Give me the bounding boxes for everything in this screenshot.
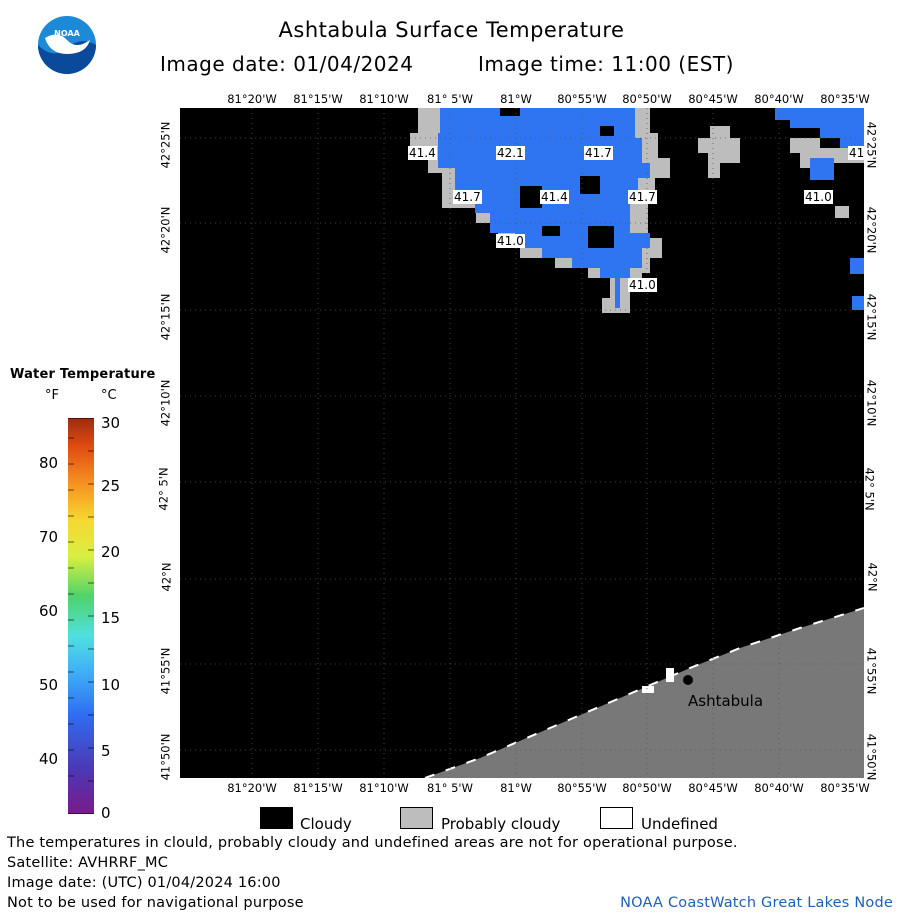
svg-text:NOAA: NOAA bbox=[54, 29, 80, 38]
lat-label-right: 42°20'N bbox=[864, 206, 879, 254]
lon-label-top: 80°40'W bbox=[754, 92, 804, 106]
lat-label-right: 41°50'N bbox=[864, 733, 879, 781]
key-label-probably-cloudy: Probably cloudy bbox=[441, 815, 561, 833]
lon-label-top: 80°50'W bbox=[622, 92, 672, 106]
key-label-undefined: Undefined bbox=[641, 815, 718, 833]
lon-label-top: 81°15'W bbox=[293, 92, 343, 106]
legend-c-tick: 30 bbox=[101, 414, 121, 432]
lon-label-top: 81° 5'W bbox=[427, 92, 473, 106]
lon-label-top: 81°W bbox=[500, 92, 532, 106]
temperature-value: 41.4 bbox=[408, 146, 437, 160]
lat-label-left: 41°55'N bbox=[158, 647, 173, 695]
temperature-value: 41.7 bbox=[628, 190, 657, 204]
legend-title: Water Temperature bbox=[10, 367, 156, 382]
image-date: Image date: 01/04/2024 bbox=[160, 52, 414, 76]
lon-label-bottom: 81°10'W bbox=[359, 781, 409, 795]
lat-label-left: 42° 5'N bbox=[156, 467, 171, 511]
temperature-value: 41.7 bbox=[584, 146, 613, 160]
lat-label-left: 42°N bbox=[159, 562, 174, 592]
image-time: Image time: 11:00 (EST) bbox=[478, 52, 734, 76]
lon-label-top: 80°45'W bbox=[688, 92, 738, 106]
lon-label-bottom: 80°50'W bbox=[622, 781, 672, 795]
key-swatch-probably-cloudy bbox=[400, 807, 433, 829]
footer-navigation-note: Not to be used for navigational purpose bbox=[7, 895, 304, 911]
lat-label-left: 41°50'N bbox=[158, 733, 173, 781]
lon-label-bottom: 80°40'W bbox=[754, 781, 804, 795]
lon-label-bottom: 80°45'W bbox=[688, 781, 738, 795]
legend-f-tick: 70 bbox=[39, 528, 59, 546]
legend-c-tick: 0 bbox=[101, 804, 111, 822]
key-swatch-cloudy bbox=[260, 807, 293, 829]
lat-label-left: 42°15'N bbox=[158, 293, 173, 341]
noaa-logo: NOAA bbox=[36, 14, 98, 76]
legend-c-tick: 25 bbox=[101, 477, 121, 495]
color-scale-bar bbox=[68, 417, 94, 815]
lat-label-right: 42°10'N bbox=[864, 379, 879, 427]
lat-label-right: 42°N bbox=[865, 562, 880, 592]
page-title: Ashtabula Surface Temperature bbox=[278, 18, 625, 42]
lat-label-left: 42°25'N bbox=[158, 121, 173, 169]
key-swatch-undefined bbox=[600, 807, 633, 829]
lat-label-left: 42°20'N bbox=[158, 206, 173, 254]
footer-credit: NOAA CoastWatch Great Lakes Node bbox=[620, 895, 893, 911]
footer-satellite: Satellite: AVHRRF_MC bbox=[7, 855, 169, 871]
temperature-value: 41.0 bbox=[804, 190, 833, 204]
lon-label-bottom: 80°55'W bbox=[557, 781, 607, 795]
legend-unit-c: °C bbox=[101, 388, 117, 403]
temperature-value: 41.0 bbox=[628, 278, 657, 292]
lon-label-bottom: 81°15'W bbox=[293, 781, 343, 795]
lon-label-top: 81°20'W bbox=[227, 92, 277, 106]
legend-f-tick: 60 bbox=[39, 602, 59, 620]
lat-label-right: 42°25'N bbox=[864, 121, 879, 169]
lon-label-top: 80°35'W bbox=[820, 92, 870, 106]
legend-c-tick: 10 bbox=[101, 676, 121, 694]
temperature-value: 41.4 bbox=[540, 190, 569, 204]
legend-c-tick: 5 bbox=[101, 742, 111, 760]
legend-unit-f: °F bbox=[45, 388, 59, 403]
legend-f-tick: 40 bbox=[39, 750, 59, 768]
lat-label-right: 42° 5'N bbox=[862, 467, 877, 511]
temperature-value: 42.1 bbox=[496, 146, 525, 160]
place-label-ashtabula: Ashtabula bbox=[688, 692, 764, 710]
lon-label-bottom: 81°20'W bbox=[227, 781, 277, 795]
key-label-cloudy: Cloudy bbox=[300, 815, 352, 833]
temperature-value: 41.0 bbox=[496, 234, 525, 248]
footer-disclaimer: The temperatures in clould, probably clo… bbox=[7, 835, 738, 851]
lon-label-bottom: 81°W bbox=[500, 781, 532, 795]
lon-label-top: 80°55'W bbox=[557, 92, 607, 106]
footer-image-date: Image date: (UTC) 01/04/2024 16:00 bbox=[7, 875, 281, 891]
legend-c-tick: 20 bbox=[101, 543, 121, 561]
legend-f-tick: 80 bbox=[39, 454, 59, 472]
lon-label-bottom: 80°35'W bbox=[820, 781, 870, 795]
temperature-value: 41 bbox=[848, 146, 866, 160]
lat-label-left: 42°10'N bbox=[158, 379, 173, 427]
lon-label-top: 81°10'W bbox=[359, 92, 409, 106]
legend-c-tick: 15 bbox=[101, 609, 121, 627]
lat-label-right: 42°15'N bbox=[864, 293, 879, 341]
temperature-value: 41.7 bbox=[453, 190, 482, 204]
legend-f-tick: 50 bbox=[39, 676, 59, 694]
lat-label-right: 41°55'N bbox=[864, 647, 879, 695]
temperature-map bbox=[180, 108, 865, 779]
lon-label-bottom: 81° 5'W bbox=[427, 781, 473, 795]
